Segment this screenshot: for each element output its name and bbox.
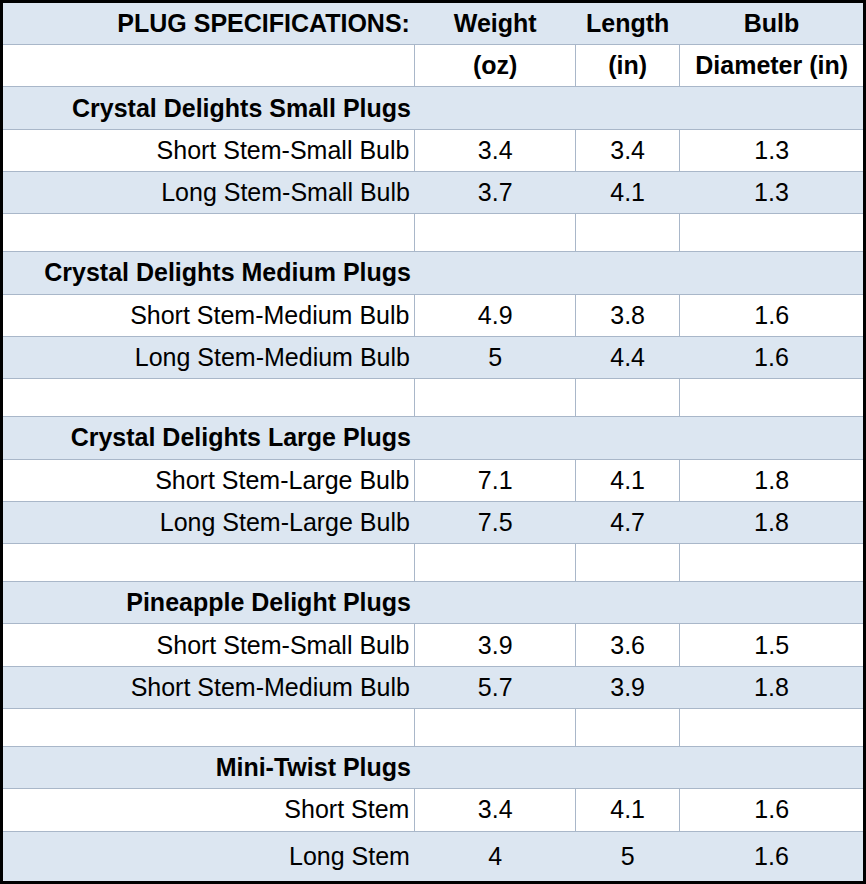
spacer-cell: [575, 379, 679, 417]
value-cell: 3.4: [415, 129, 576, 171]
section-header-cell: Crystal Delights Medium Plugs: [2, 252, 865, 294]
table-row: Short Stem-Large Bulb7.14.11.8: [2, 459, 865, 501]
table-row: [2, 379, 865, 417]
spacer-cell: [680, 379, 865, 417]
value-cell: 1.6: [680, 831, 865, 882]
table-row: Short Stem-Medium Bulb4.93.81.6: [2, 294, 865, 336]
spacer-cell: [2, 543, 415, 581]
row-label-cell: Long Stem-Medium Bulb: [2, 336, 415, 378]
value-cell: 1.3: [680, 171, 865, 213]
spacer-cell: [680, 708, 865, 746]
value-cell: 1.5: [680, 624, 865, 666]
column-header-cell: Weight: [415, 2, 576, 45]
spacer-cell: [415, 379, 576, 417]
row-label-cell: Long Stem-Large Bulb: [2, 501, 415, 543]
value-cell: 1.6: [680, 789, 865, 831]
plug-specifications-table: PLUG SPECIFICATIONS:WeightLengthBulb(oz)…: [0, 0, 866, 884]
value-cell: 7.1: [415, 459, 576, 501]
spacer-cell: [415, 543, 576, 581]
spacer-cell: [2, 379, 415, 417]
value-cell: 5: [575, 831, 679, 882]
row-label-cell: Long Stem: [2, 831, 415, 882]
table-row: Long Stem-Medium Bulb54.41.6: [2, 336, 865, 378]
section-header-row: Pineapple Delight Plugs: [2, 582, 865, 624]
section-header-row: Crystal Delights Small Plugs: [2, 87, 865, 129]
row-label-cell: Short Stem-Medium Bulb: [2, 666, 415, 708]
value-cell: 4.1: [575, 789, 679, 831]
spacer-cell: [680, 543, 865, 581]
value-cell: 5.7: [415, 666, 576, 708]
column-units-cell: (oz): [415, 45, 576, 87]
value-cell: 7.5: [415, 501, 576, 543]
column-header-cell: Bulb: [680, 2, 865, 45]
row-label-cell: Short Stem-Small Bulb: [2, 624, 415, 666]
row-label-cell: Short Stem-Small Bulb: [2, 129, 415, 171]
spacer-cell: [575, 543, 679, 581]
table-row: PLUG SPECIFICATIONS:WeightLengthBulb: [2, 2, 865, 45]
section-header-row: Crystal Delights Medium Plugs: [2, 252, 865, 294]
value-cell: 3.4: [575, 129, 679, 171]
value-cell: 1.3: [680, 129, 865, 171]
table-row: [2, 543, 865, 581]
value-cell: 1.8: [680, 501, 865, 543]
value-cell: 5: [415, 336, 576, 378]
section-header-cell: Mini-Twist Plugs: [2, 747, 865, 789]
table-row: Short Stem-Small Bulb3.93.61.5: [2, 624, 865, 666]
value-cell: 1.6: [680, 294, 865, 336]
value-cell: 3.9: [415, 624, 576, 666]
table-row: Short Stem-Medium Bulb5.73.91.8: [2, 666, 865, 708]
value-cell: 4.1: [575, 171, 679, 213]
section-header-cell: Pineapple Delight Plugs: [2, 582, 865, 624]
value-cell: 1.8: [680, 666, 865, 708]
column-units-cell: Diameter (in): [680, 45, 865, 87]
value-cell: 3.6: [575, 624, 679, 666]
spacer-cell: [2, 214, 415, 252]
value-cell: 1.6: [680, 336, 865, 378]
row-label-cell: Short Stem-Large Bulb: [2, 459, 415, 501]
table-row: Long Stem-Small Bulb3.74.11.3: [2, 171, 865, 213]
value-cell: 3.4: [415, 789, 576, 831]
column-header-cell: Length: [575, 2, 679, 45]
column-units-cell: (in): [575, 45, 679, 87]
spacer-cell: [415, 708, 576, 746]
table-title-cell: PLUG SPECIFICATIONS:: [2, 2, 415, 45]
section-header-cell: Crystal Delights Large Plugs: [2, 417, 865, 459]
plug-spec-table-body: PLUG SPECIFICATIONS:WeightLengthBulb(oz)…: [2, 2, 865, 883]
value-cell: 3.8: [575, 294, 679, 336]
table-row: Short Stem-Small Bulb3.43.41.3: [2, 129, 865, 171]
value-cell: 4.9: [415, 294, 576, 336]
table-row: [2, 214, 865, 252]
row-label-cell: Short Stem: [2, 789, 415, 831]
table-row: Short Stem3.44.11.6: [2, 789, 865, 831]
column-units-cell: [2, 45, 415, 87]
table-row: Long Stem-Large Bulb7.54.71.8: [2, 501, 865, 543]
spacer-cell: [680, 214, 865, 252]
table-row: (oz)(in)Diameter (in): [2, 45, 865, 87]
section-header-row: Mini-Twist Plugs: [2, 747, 865, 789]
table-row: [2, 708, 865, 746]
spacer-cell: [2, 708, 415, 746]
table-row: Long Stem451.6: [2, 831, 865, 882]
row-label-cell: Long Stem-Small Bulb: [2, 171, 415, 213]
value-cell: 4.7: [575, 501, 679, 543]
value-cell: 1.8: [680, 459, 865, 501]
spacer-cell: [575, 214, 679, 252]
value-cell: 4.4: [575, 336, 679, 378]
spacer-cell: [415, 214, 576, 252]
spacer-cell: [575, 708, 679, 746]
value-cell: 3.7: [415, 171, 576, 213]
section-header-row: Crystal Delights Large Plugs: [2, 417, 865, 459]
row-label-cell: Short Stem-Medium Bulb: [2, 294, 415, 336]
section-header-cell: Crystal Delights Small Plugs: [2, 87, 865, 129]
value-cell: 4.1: [575, 459, 679, 501]
value-cell: 4: [415, 831, 576, 882]
value-cell: 3.9: [575, 666, 679, 708]
